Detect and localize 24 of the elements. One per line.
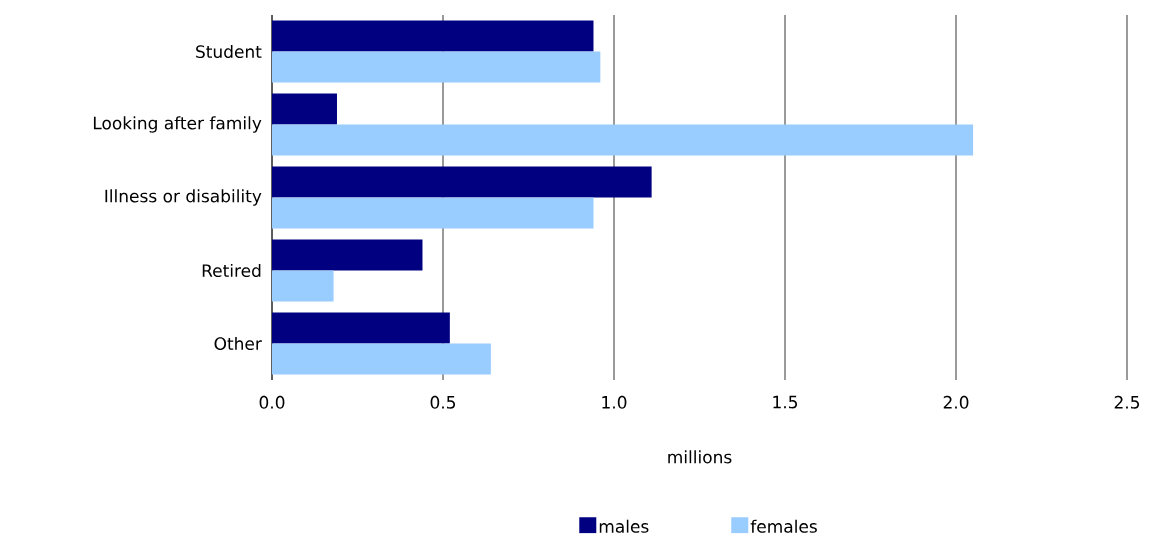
x-tick-label: 1.5 <box>773 395 798 409</box>
bar <box>272 343 491 375</box>
y-tick-label: Retired <box>202 263 261 278</box>
x-tick-label: 1.0 <box>602 395 627 409</box>
x-tick-label: 0.5 <box>430 395 456 409</box>
x-tick-label: 0.0 <box>259 395 285 409</box>
x-tick-label: 2.0 <box>943 395 969 409</box>
legend-label: females <box>750 519 817 533</box>
bar <box>272 312 450 344</box>
y-tick-label: Other <box>214 336 262 351</box>
bar <box>272 51 601 83</box>
y-tick-label: Student <box>196 44 262 59</box>
x-tick-label: 2.5 <box>1114 395 1140 409</box>
bar <box>272 20 594 52</box>
bar <box>272 197 594 229</box>
bar <box>272 166 652 198</box>
bar <box>272 124 974 156</box>
bar <box>272 239 423 271</box>
bar <box>272 93 337 125</box>
x-axis-title: millions <box>668 450 732 464</box>
y-tick-label: Illness or disability <box>105 189 262 206</box>
bar <box>272 270 334 302</box>
y-tick-label: Looking after family <box>93 116 262 133</box>
legend-label: males <box>599 519 649 533</box>
